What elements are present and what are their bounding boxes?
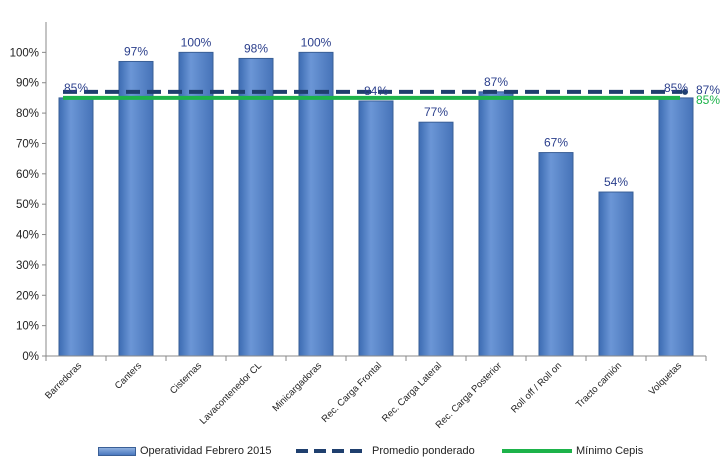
x-tick-label: Tracto camión bbox=[574, 360, 624, 410]
legend-swatch-line bbox=[502, 449, 572, 453]
y-tick-label: 0% bbox=[22, 351, 39, 363]
x-tick-label: Barredoras bbox=[43, 360, 84, 401]
legend-swatch-dashed bbox=[296, 449, 368, 453]
bar bbox=[478, 91, 514, 357]
legend-item-operatividad: Operatividad Febrero 2015 bbox=[98, 440, 271, 462]
bar bbox=[598, 191, 634, 357]
legend-label-minimo: Mínimo Cepis bbox=[576, 445, 644, 457]
data-label: 100% bbox=[301, 35, 332, 49]
legend-item-promedio: Promedio ponderado bbox=[296, 440, 475, 462]
y-tick-label: 30% bbox=[16, 260, 39, 272]
bar bbox=[658, 97, 694, 357]
x-tick-label: Minicargadoras bbox=[270, 360, 324, 414]
minimo-cepis-label: 85% bbox=[696, 93, 720, 107]
data-label: 54% bbox=[604, 175, 628, 189]
y-tick-label: 100% bbox=[10, 47, 39, 59]
legend: Operatividad Febrero 2015 Promedio ponde… bbox=[0, 440, 726, 462]
bar bbox=[118, 60, 154, 357]
legend-item-minimo: Mínimo Cepis bbox=[502, 440, 643, 462]
x-axis: Barredoras Canters CisternasLavacontenedor… bbox=[43, 355, 707, 431]
data-labels: 85%97%100% 98% 100%84%77%87%67%54%85% 87%85… bbox=[64, 35, 720, 189]
data-label: 85% bbox=[64, 81, 88, 95]
bar bbox=[418, 121, 454, 357]
data-label: 87% bbox=[484, 75, 508, 89]
y-tick-label: 60% bbox=[16, 169, 39, 181]
y-tick-label: 20% bbox=[16, 290, 39, 302]
bar bbox=[538, 152, 574, 357]
x-tick-label: Rec. Carga Posterior bbox=[434, 360, 505, 431]
x-tick-label: Rec. Carga Frontal bbox=[320, 360, 385, 425]
data-label: 100% bbox=[181, 35, 212, 49]
y-tick-label: 80% bbox=[16, 108, 39, 120]
legend-label-operatividad: Operatividad Febrero 2015 bbox=[140, 445, 272, 457]
data-label: 77% bbox=[424, 105, 448, 119]
promedio-ponderado-label: 87% bbox=[696, 83, 720, 97]
bar bbox=[178, 51, 214, 357]
x-tick-label: Volquetas bbox=[647, 360, 684, 397]
bar bbox=[238, 57, 274, 357]
x-tick-label: Cisternas bbox=[168, 360, 204, 396]
y-tick-label: 90% bbox=[16, 78, 39, 90]
y-tick-label: 70% bbox=[16, 138, 39, 150]
y-tick-label: 10% bbox=[16, 321, 39, 333]
data-label: 67% bbox=[544, 136, 568, 150]
bar bbox=[58, 97, 94, 357]
x-tick-label: Rec. Carga Lateral bbox=[380, 360, 444, 424]
bar-chart: 0% 10% 20% 30% 40% 50% 60% 70% 80% 90% 100% 85% 97%… bbox=[10, 22, 720, 431]
legend-label-promedio: Promedio ponderado bbox=[372, 445, 475, 457]
x-tick-label: Lavacontenedor CL bbox=[198, 360, 264, 426]
bars bbox=[58, 51, 694, 357]
data-label: 85% bbox=[664, 81, 688, 95]
data-label: 84% bbox=[364, 84, 388, 98]
data-label: 98% bbox=[244, 41, 268, 55]
y-tick-label: 50% bbox=[16, 199, 39, 211]
y-tick-label: 40% bbox=[16, 230, 39, 242]
bar bbox=[358, 100, 394, 357]
y-axis: 0% 10% 20% 30% 40% 50% 60% 70% 80% 90% 100% bbox=[10, 22, 47, 363]
x-tick-label: Roll off / Roll on bbox=[509, 360, 564, 415]
promedio-ponderado-marker bbox=[682, 88, 688, 95]
data-label: 97% bbox=[124, 44, 148, 58]
x-tick-label: Canters bbox=[113, 360, 144, 391]
legend-swatch-bar bbox=[98, 446, 136, 456]
reference-lines bbox=[63, 88, 688, 100]
